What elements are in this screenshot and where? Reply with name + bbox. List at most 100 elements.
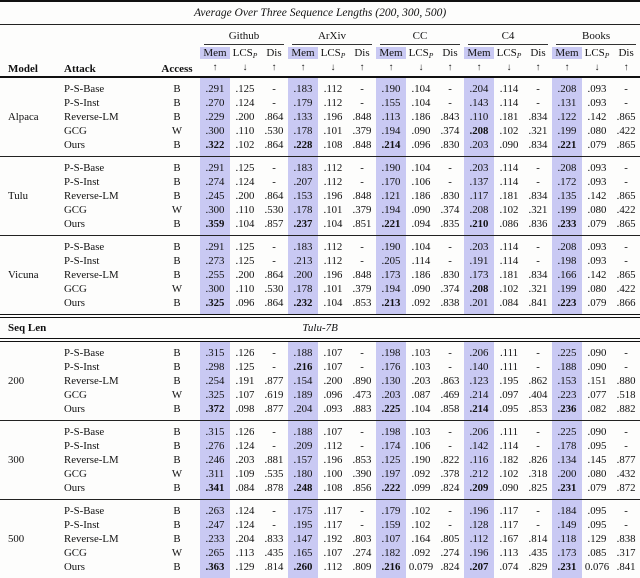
metric-value: .167 [499,533,519,545]
metric-value: .123 [464,374,494,388]
metric-value: .117 [499,519,519,531]
group-label: CC [380,29,460,45]
metric-value: .404 [528,389,548,401]
metric-value: .197 [376,467,406,481]
metric-value: .181 [499,111,519,123]
metric-value: .203 [411,375,431,387]
metric-value: - [360,241,364,253]
metric-value: .379 [352,125,372,137]
metric-value: .865 [616,139,636,151]
metric-value: .270 [200,96,230,110]
group-label: ArXiv [292,29,372,45]
metric-value: .374 [440,125,460,137]
seqlen-label: 200 [8,375,25,387]
metric-value: .093 [587,255,607,267]
metric-value: .090 [587,426,607,438]
metric-value: .125 [235,255,255,267]
subcolumn-header-lcs: LCSP [318,45,348,61]
metric-value: - [536,241,540,253]
group-header-c4: C4 [464,25,552,45]
seqlen-label [0,560,64,578]
best-value: .223 [557,297,577,309]
table-row-model-alpaca-p-s-base: P-S-Base B .291.125- .183.112- .190.104- .204… [0,78,640,96]
metric-value: .178 [552,439,582,453]
subscript: P [340,51,346,60]
metric-value: .104 [323,297,343,309]
metric-value: .203 [464,157,494,175]
metric-value: .208 [464,124,494,138]
metric-value: .101 [323,125,343,137]
section-model-title: Tulu-7B [302,322,338,334]
best-value: .359 [205,218,225,230]
metric-value: - [448,97,452,109]
metric-value: .469 [440,389,460,401]
metric-value: .084 [235,482,255,494]
metric-value: .124 [235,519,255,531]
access-value: B [173,482,181,494]
metric-value: .863 [440,375,460,387]
metric-value: .853 [528,403,548,415]
metric-value: .114 [499,83,519,95]
seqlen-label [0,402,64,421]
metric-value: .834 [528,111,548,123]
access-value: B [173,269,181,281]
metric-value: - [536,505,540,517]
metric-value: - [272,241,276,253]
metric-value: .117 [499,505,519,517]
metric-value: .890 [352,375,372,387]
metric-value: .118 [552,532,582,546]
metric-value: .814 [264,561,284,573]
metric-value: .196 [464,546,494,560]
metric-value: .222 [376,481,406,500]
metric-value: .109 [235,468,255,480]
metric-value: .183 [288,157,318,175]
metric-value: .116 [464,453,494,467]
metric-value: .086 [499,218,519,230]
metric-value: .192 [323,533,343,545]
access-value: B [173,533,181,545]
subcolumn-header-dis: Dis [260,45,288,61]
metric-value: .178 [288,282,318,296]
metric-value: .473 [352,389,372,401]
attack-name: Ours [64,403,85,415]
block-separator-rule [0,420,640,421]
metric-value: .104 [411,241,431,253]
up-arrow-icon: ↑ [535,62,541,73]
access-value: B [173,403,181,415]
metric-value: .153 [552,374,582,388]
best-value: .231 [557,561,577,573]
metric-value: .114 [499,97,519,109]
metric-value: .113 [235,547,255,559]
best-value: .216 [381,561,401,573]
metric-value: .112 [323,97,343,109]
metric-value: .374 [440,283,460,295]
metric-value: - [360,347,364,359]
metric-value: .298 [200,360,230,374]
metric-value: .180 [288,467,318,481]
metric-value: .530 [264,125,284,137]
metric-value: .208 [464,282,494,296]
model-label: Tulu [8,190,29,202]
access-value: B [173,255,181,267]
best-value: .209 [469,482,489,494]
access-value: B [173,97,181,109]
metric-value: .133 [288,110,318,124]
metric-value: .422 [616,283,636,295]
best-value: .208 [469,125,489,137]
metric-value: .200 [288,268,318,282]
access-value: W [171,389,183,401]
metric-value: .214 [464,388,494,402]
metric-value: .824 [440,561,460,573]
metric-value: .225 [552,421,582,439]
metric-value: .164 [411,533,431,545]
attack-name: Reverse-LM [64,375,119,387]
metric-value: .880 [616,375,636,387]
metric-value: .094 [411,218,431,230]
metric-value: .263 [200,500,230,518]
metric-value: .204 [288,402,318,421]
metric-value: .113 [499,547,519,559]
best-value: .372 [205,403,225,415]
metric-value: .196 [323,190,343,202]
attack-name: P-S-Inst [64,97,100,109]
attack-name: P-S-Base [64,162,105,174]
